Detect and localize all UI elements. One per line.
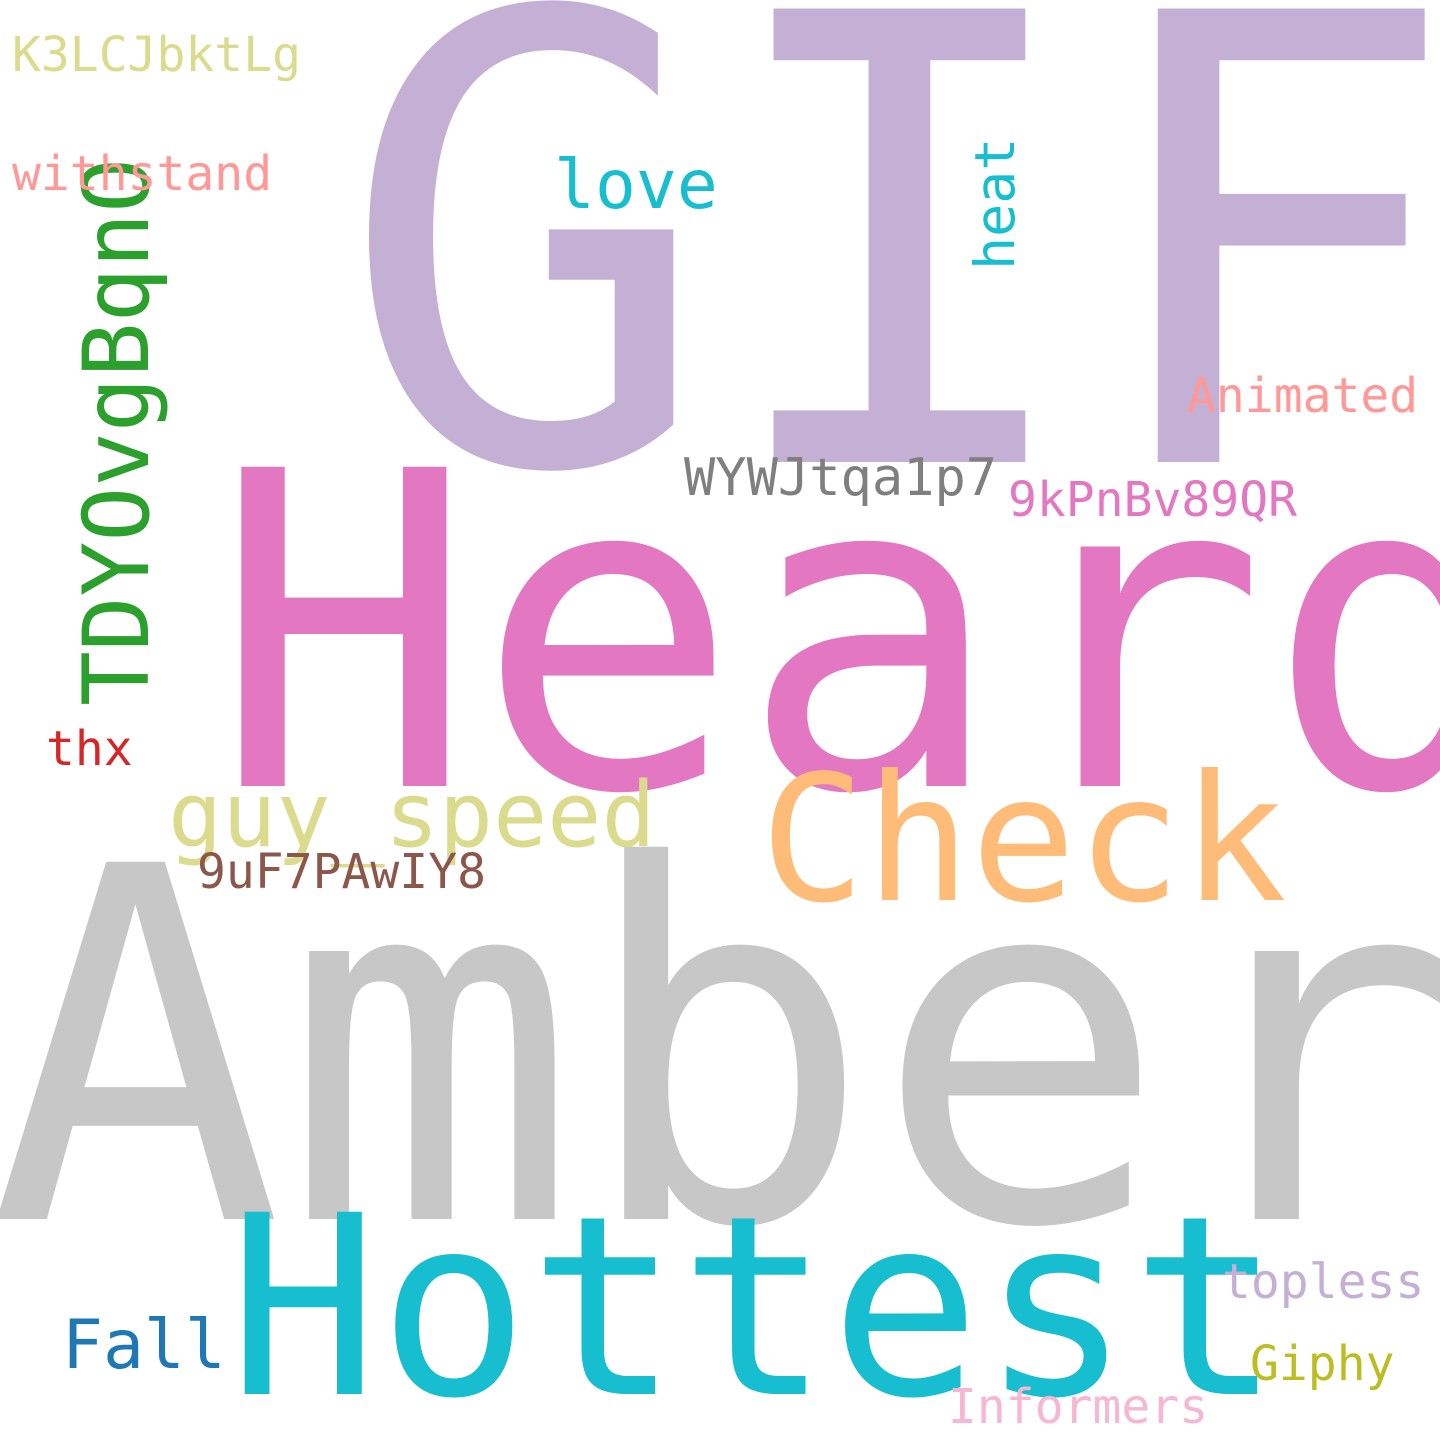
word-9kpnbv89qr: 9kPnBv89QR — [1008, 472, 1297, 528]
word-withstand: withstand — [12, 146, 273, 202]
word-wywjtqa1p7: WYWJtqa1p7 — [684, 448, 998, 508]
word-k3lcjbktlg: K3LCJbktLg — [12, 27, 301, 83]
word-amber: Amber — [0, 764, 1440, 1335]
word-heard: Heard — [212, 380, 1440, 890]
word-tdyovgbqno: TDYOvgBqnO — [65, 158, 170, 706]
word-guy-speed: guy_speed — [168, 763, 656, 868]
word-informers: Informers — [948, 1379, 1209, 1435]
word-gif: GIF — [338, 0, 1440, 609]
word-giphy: Giphy — [1250, 1336, 1395, 1392]
word-love: love — [554, 146, 718, 225]
word-heat: heat — [963, 137, 1027, 270]
word-check: Check — [760, 739, 1287, 942]
word-thx: thx — [46, 721, 133, 777]
word-topless: topless — [1222, 1254, 1425, 1310]
word-animated: Animated — [1187, 368, 1419, 424]
word-9uf7pawiy8: 9uF7PAwIY8 — [197, 844, 486, 900]
word-hottest: Hottest — [228, 1162, 1282, 1440]
word-fall: Fall — [62, 1306, 226, 1385]
